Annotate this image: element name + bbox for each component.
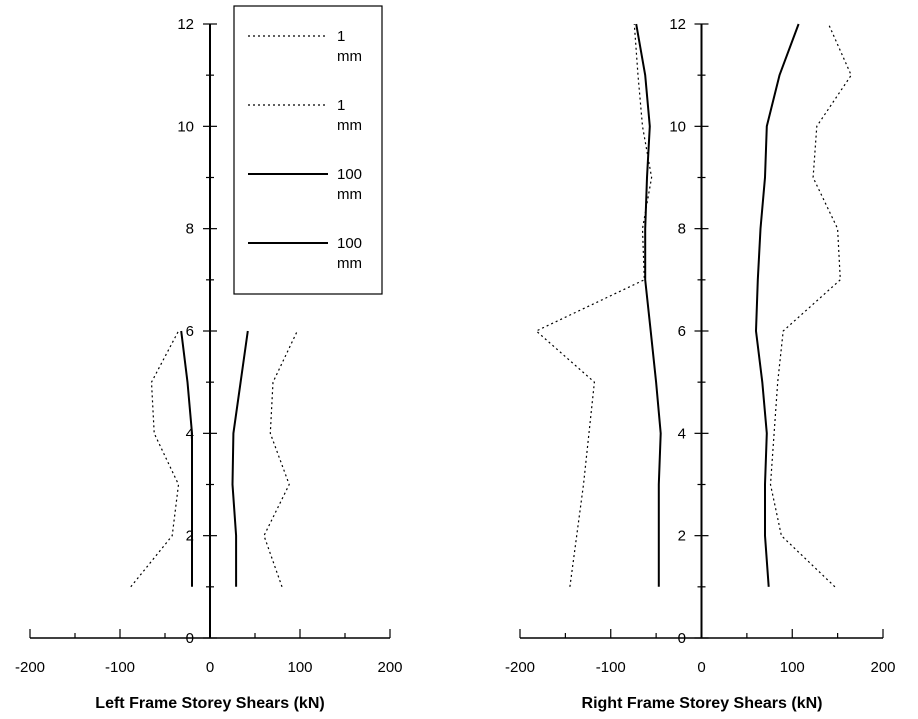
x-tick-label: 100 (287, 659, 312, 676)
x-axis-title: Right Frame Storey Shears (kN) (582, 695, 823, 712)
legend: 1 mm 1 mm 100 mm 100 mm (233, 5, 383, 295)
legend-label: 1 (337, 28, 345, 45)
series-line-4 (231, 330, 249, 587)
x-tick-label: 200 (377, 659, 402, 676)
y-tick-label: 2 (186, 528, 194, 545)
y-tick-label: 8 (678, 221, 686, 238)
x-tick-label: -200 (15, 659, 45, 676)
y-tick-label: 2 (678, 528, 686, 545)
legend-label: 100 (337, 166, 362, 183)
legend-label-unit: mm (337, 117, 362, 134)
legend-label-unit: mm (337, 255, 362, 272)
series-line-4 (755, 23, 800, 587)
y-tick-label: 8 (186, 221, 194, 238)
y-tick-label: 10 (177, 118, 194, 135)
y-tick-label: 6 (678, 323, 686, 340)
series-line-1 (535, 23, 653, 587)
series-line-3 (635, 23, 662, 587)
legend-label: 100 (337, 235, 362, 252)
left-frame-chart: -200 -100 0 100 200 0 2 4 6 8 10 12 Left Frame Store… (15, 16, 403, 712)
x-tick-label: 100 (780, 659, 805, 676)
x-tick-label: -100 (596, 659, 626, 676)
legend-box (233, 5, 383, 295)
y-tick-label: 12 (669, 16, 686, 33)
x-tick-label: 0 (697, 659, 705, 676)
y-tick-label: 4 (186, 425, 194, 442)
legend-label-unit: mm (337, 186, 362, 203)
y-tick-label: 6 (186, 323, 194, 340)
x-axis-title: Left Frame Storey Shears (kN) (95, 695, 324, 712)
legend-label-unit: mm (337, 48, 362, 65)
y-tick-label: 0 (678, 630, 686, 647)
y-tick-label: 0 (186, 630, 194, 647)
series-line-2 (263, 330, 298, 587)
series-line-2 (769, 23, 852, 588)
series-line-1 (130, 330, 180, 588)
series-line-3 (180, 330, 193, 587)
x-tick-label: 200 (870, 659, 895, 676)
x-tick-label: 0 (206, 659, 214, 676)
y-tick-label: 10 (669, 118, 686, 135)
right-frame-chart: -200 -100 0 100 200 0 2 4 6 8 10 12 Right Frame Stor… (505, 16, 896, 712)
x-tick-label: -200 (505, 659, 535, 676)
x-tick-label: -100 (105, 659, 135, 676)
legend-label: 1 (337, 97, 345, 114)
y-tick-label: 12 (177, 16, 194, 33)
y-tick-label: 4 (678, 425, 686, 442)
